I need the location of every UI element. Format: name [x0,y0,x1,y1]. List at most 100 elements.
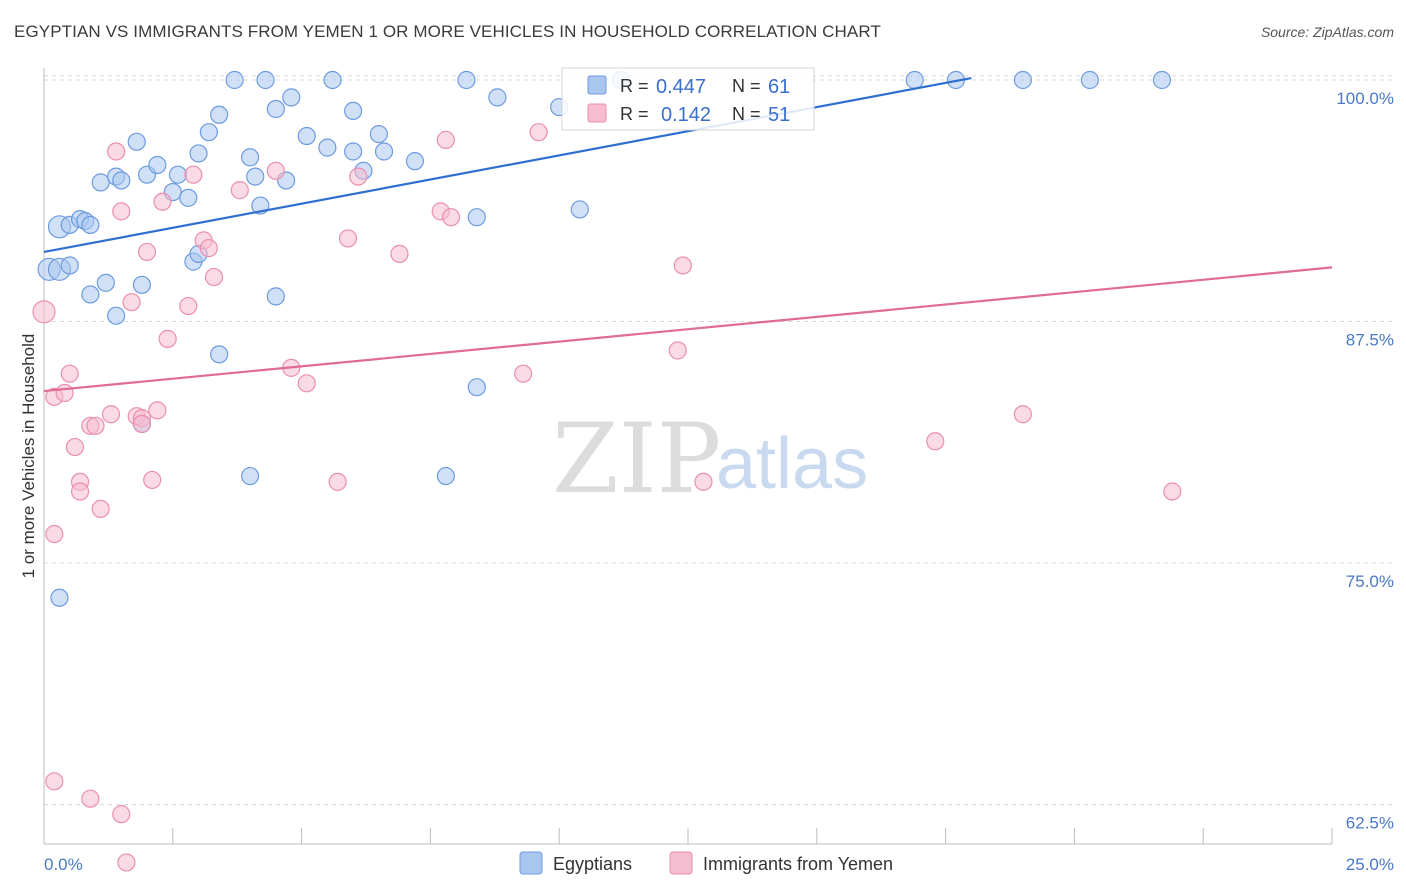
point-egyptians [168,165,188,184]
point-egyptians [179,188,198,207]
point-yemen [70,482,90,501]
x-ticks [43,828,1333,844]
point-egyptians [148,155,167,175]
point-yemen [86,416,105,435]
point-yemen [107,142,126,161]
point-yemen [101,405,121,424]
series-egyptians-points [37,70,1172,607]
point-egyptians [96,273,115,292]
point-yemen [55,383,74,403]
source-label: Source: ZipAtlas.com [1260,24,1394,40]
point-yemen [179,296,198,316]
point-yemen [112,805,131,824]
y-tick-label: 75.0% [1346,572,1394,591]
point-egyptians [81,285,100,304]
point-yemen [297,374,316,393]
point-yemen [117,853,136,872]
point-yemen [60,364,79,383]
point-yemen [1163,482,1182,501]
point-egyptians [457,70,476,90]
point-yemen [204,267,224,287]
point-egyptians [246,167,265,186]
point-yemen [349,167,368,186]
point-egyptians [240,148,260,167]
point-egyptians [210,105,229,124]
point-yemen [514,364,533,383]
point-yemen [137,242,157,262]
point-yemen [158,329,177,348]
point-egyptians [467,208,486,227]
chart-title: EGYPTIAN VS IMMIGRANTS FROM YEMEN 1 OR M… [14,22,881,41]
point-yemen [65,437,85,457]
trend-line-egyptians [43,76,972,254]
point-yemen [266,161,285,180]
point-yemen [199,238,218,258]
point-egyptians [436,466,455,486]
x-tick-label-max: 25.0% [1346,855,1394,874]
x-tick-label-min: 0.0% [44,855,83,874]
point-yemen [673,256,692,275]
point-yemen [230,181,249,200]
point-egyptians [1013,70,1032,90]
y-axis-title: 1 or more Vehicles in Household [19,334,38,579]
stats-legend-swatch-pink [587,103,607,123]
point-egyptians [266,99,285,119]
stats-n-value-1: 61 [768,76,790,98]
point-egyptians [318,138,337,157]
point-yemen [148,401,167,420]
point-egyptians [132,275,151,294]
point-egyptians [240,466,260,486]
legend-swatch-egyptians [519,851,543,875]
legend-swatch-yemen [669,851,693,875]
point-yemen [122,293,141,312]
point-egyptians [81,215,100,234]
point-yemen [694,472,713,491]
point-egyptians [50,588,69,607]
point-egyptians [225,70,244,90]
bottom-legend: Egyptians Immigrants from Yemen [519,851,893,875]
point-egyptians [570,200,589,219]
legend-label-yemen: Immigrants from Yemen [703,854,893,874]
point-egyptians [467,378,486,397]
point-egyptians [1152,70,1172,90]
point-yemen [338,229,358,248]
point-egyptians [344,101,363,121]
point-yemen [143,470,162,490]
point-yemen [81,789,100,808]
point-egyptians [344,142,363,161]
point-egyptians [60,256,79,275]
point-yemen [132,414,151,433]
y-tick-label: 87.5% [1346,331,1394,350]
point-egyptians [488,88,507,107]
point-yemen [1013,405,1032,424]
point-egyptians [297,126,316,146]
point-yemen [441,208,461,227]
point-yemen [926,432,945,451]
point-yemen [112,202,131,221]
stats-r-label-2: R = [620,104,649,124]
watermark-zip: ZIP [552,403,721,515]
point-yemen [45,772,64,791]
trend-line-yemen [43,266,1333,393]
stats-legend: R = 0.447 N = 61 R = 0.142 N = 51 [561,67,815,131]
trend-lines [43,76,1333,393]
point-egyptians [405,152,425,171]
point-egyptians [112,171,131,190]
point-yemen [153,192,172,211]
point-yemen [436,130,455,149]
stats-r-value-1: 0.447 [656,76,706,98]
point-egyptians [323,70,342,90]
point-egyptians [189,144,208,163]
point-egyptians [91,173,110,192]
point-egyptians [369,124,388,144]
point-yemen [328,472,347,491]
stats-r-value-2: 0.142 [661,104,711,126]
y-tick-labels: 62.5% 75.0% 87.5% 100.0% [1336,89,1394,833]
point-yemen [184,165,203,184]
point-egyptians [199,123,218,142]
point-egyptians [127,132,146,151]
point-yemen [91,499,110,519]
stats-legend-swatch-blue [587,75,607,95]
y-tick-label: 62.5% [1346,814,1394,833]
